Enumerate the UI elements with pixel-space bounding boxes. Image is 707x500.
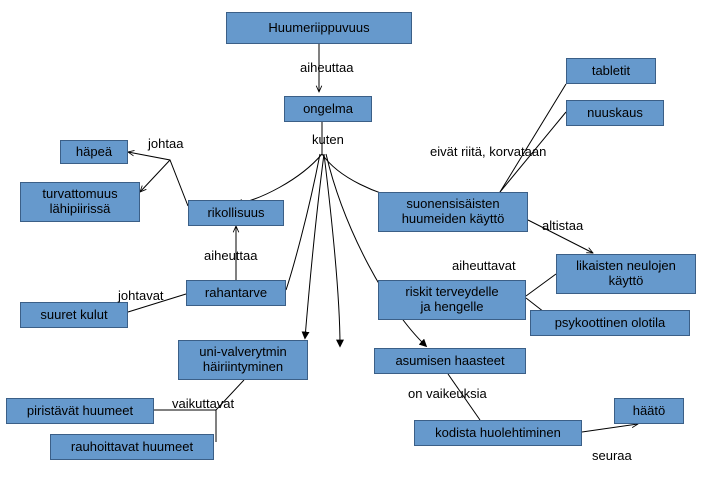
edge-label-seuraa: seuraa: [592, 448, 632, 463]
edge-label-kuten: kuten: [312, 132, 344, 147]
edge-17: [526, 274, 556, 296]
node-kodista: kodista huolehtiminen: [414, 420, 582, 446]
node-tabletit: tabletit: [566, 58, 656, 84]
edge-label-aiheuttav: aiheuttavat: [452, 258, 516, 273]
edge-19: [448, 374, 480, 420]
edge-label-altistaa: altistaa: [542, 218, 583, 233]
edge-label-onvaik: on vaikeuksia: [408, 386, 487, 401]
node-suuret: suuret kulut: [20, 302, 128, 328]
node-riskit: riskit terveydelle ja hengelle: [378, 280, 526, 320]
edge-label-johtaa: johtaa: [148, 136, 183, 151]
node-psykoot: psykoottinen olotila: [530, 310, 690, 336]
edge-12: [154, 380, 244, 410]
edge-6: [286, 154, 320, 290]
node-haato: häätö: [614, 398, 684, 424]
edge-label-vaikutt: vaikuttavat: [172, 396, 234, 411]
edge-16: [528, 220, 593, 253]
node-hapea: häpeä: [60, 140, 128, 164]
node-rikoll: rikollisuus: [188, 200, 284, 226]
node-likaiset: likaisten neulojen käyttö: [556, 254, 696, 294]
edge-4: [324, 154, 340, 346]
node-rauhoit: rauhoittavat huumeet: [50, 434, 214, 460]
node-turvatt: turvattomuus lähipiirissä: [20, 182, 140, 222]
edge-9: [140, 160, 170, 192]
edge-15: [500, 112, 566, 192]
edge-label-aiheuttaa2: aiheuttaa: [204, 248, 258, 263]
edge-5: [305, 154, 324, 338]
node-root: Huumeriippuvuus: [226, 12, 412, 44]
edge-2: [236, 154, 322, 204]
node-rahant: rahantarve: [186, 280, 286, 306]
edge-11: [128, 294, 186, 312]
node-univalve: uni-valverytmin häiriintyminen: [178, 340, 308, 380]
edge-20: [582, 424, 638, 432]
node-pirist: piristävät huumeet: [6, 398, 154, 424]
node-suonen: suonensisäisten huumeiden käyttö: [378, 192, 528, 232]
node-ongelma: ongelma: [284, 96, 372, 122]
edge-label-aiheuttaa1: aiheuttaa: [300, 60, 354, 75]
node-asumisen: asumisen haasteet: [374, 348, 526, 374]
edge-label-johtavat: johtavat: [118, 288, 164, 303]
node-nuuskaus: nuuskaus: [566, 100, 664, 126]
concept-map: Huumeriippuvuus ongelma häpeä turvattomuus …: [0, 0, 707, 500]
edge-label-eivat: eivät riitä, korvataan: [430, 144, 546, 159]
edge-14: [500, 84, 566, 192]
